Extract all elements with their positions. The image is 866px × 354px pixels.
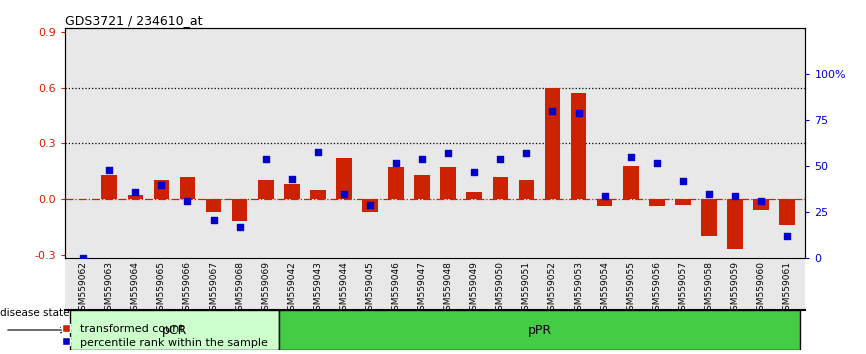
Point [102, 167, 116, 173]
Bar [753, 199, 769, 210]
Bar [727, 199, 743, 249]
Text: GSM559044: GSM559044 [339, 261, 348, 316]
Bar [258, 181, 274, 199]
Point [415, 156, 429, 162]
Bar [284, 184, 300, 199]
Point [128, 189, 142, 195]
Point [180, 199, 194, 204]
Text: GSM559061: GSM559061 [783, 261, 792, 316]
Bar [232, 199, 248, 221]
Point [76, 256, 90, 261]
Bar [571, 93, 586, 199]
Bar [779, 199, 795, 225]
Point [442, 151, 456, 156]
Text: pPR: pPR [527, 324, 552, 337]
Bar [649, 199, 664, 206]
Bar [101, 175, 117, 199]
Point [650, 160, 663, 166]
Text: GSM559052: GSM559052 [548, 261, 557, 316]
Text: GSM559047: GSM559047 [417, 261, 427, 316]
Text: GSM559058: GSM559058 [704, 261, 714, 316]
Point [311, 149, 325, 154]
Text: GSM559046: GSM559046 [391, 261, 401, 316]
Bar [153, 181, 169, 199]
Bar [414, 175, 430, 199]
Point [598, 193, 611, 199]
Text: GSM559055: GSM559055 [626, 261, 635, 316]
Point [468, 169, 481, 175]
Text: GSM559063: GSM559063 [105, 261, 113, 316]
Bar [597, 199, 612, 206]
Point [546, 108, 559, 114]
Point [154, 182, 168, 188]
Text: GSM559066: GSM559066 [183, 261, 192, 316]
Text: GSM559068: GSM559068 [236, 261, 244, 316]
Point [520, 151, 533, 156]
Bar [623, 166, 638, 199]
Text: GSM559069: GSM559069 [262, 261, 270, 316]
Bar [179, 177, 196, 199]
Bar [206, 199, 222, 212]
Text: disease state: disease state [0, 308, 69, 318]
Text: pCR: pCR [162, 324, 187, 337]
Point [363, 202, 377, 208]
Bar [467, 192, 482, 199]
Point [728, 193, 742, 199]
Point [624, 154, 637, 160]
Point [494, 156, 507, 162]
Text: GSM559057: GSM559057 [678, 261, 688, 316]
Point [233, 224, 247, 230]
Bar [362, 199, 378, 212]
Point [572, 110, 585, 116]
Bar [336, 158, 352, 199]
Point [702, 191, 716, 197]
Text: GSM559043: GSM559043 [313, 261, 322, 316]
Text: GSM559059: GSM559059 [731, 261, 740, 316]
Point [754, 199, 768, 204]
Text: GSM559048: GSM559048 [443, 261, 453, 316]
Text: GSM559065: GSM559065 [157, 261, 166, 316]
Text: GSM559062: GSM559062 [79, 261, 87, 316]
Text: GSM559067: GSM559067 [209, 261, 218, 316]
Legend: transformed count, percentile rank within the sample: transformed count, percentile rank withi… [57, 320, 272, 352]
Text: GSM559045: GSM559045 [365, 261, 374, 316]
Bar [519, 181, 534, 199]
Text: GSM559060: GSM559060 [757, 261, 766, 316]
Point [676, 178, 690, 184]
Text: GSM559042: GSM559042 [288, 261, 296, 316]
Point [780, 234, 794, 239]
Bar [545, 88, 560, 199]
Bar [279, 309, 800, 350]
Bar [441, 167, 456, 199]
Text: GSM559053: GSM559053 [574, 261, 583, 316]
Bar [675, 199, 691, 205]
Text: GSM559050: GSM559050 [496, 261, 505, 316]
Point [285, 176, 299, 182]
Bar [388, 167, 404, 199]
Text: GDS3721 / 234610_at: GDS3721 / 234610_at [65, 14, 203, 27]
Text: GSM559051: GSM559051 [522, 261, 531, 316]
Bar [70, 309, 279, 350]
Point [337, 191, 351, 197]
Bar [493, 177, 508, 199]
Bar [701, 199, 717, 236]
Point [207, 217, 221, 223]
Text: GSM559064: GSM559064 [131, 261, 139, 316]
Text: GSM559056: GSM559056 [652, 261, 662, 316]
Bar [127, 195, 143, 199]
Bar [310, 190, 326, 199]
Point [259, 156, 273, 162]
Text: GSM559054: GSM559054 [600, 261, 609, 316]
Point [389, 160, 403, 166]
Text: GSM559049: GSM559049 [469, 261, 479, 316]
